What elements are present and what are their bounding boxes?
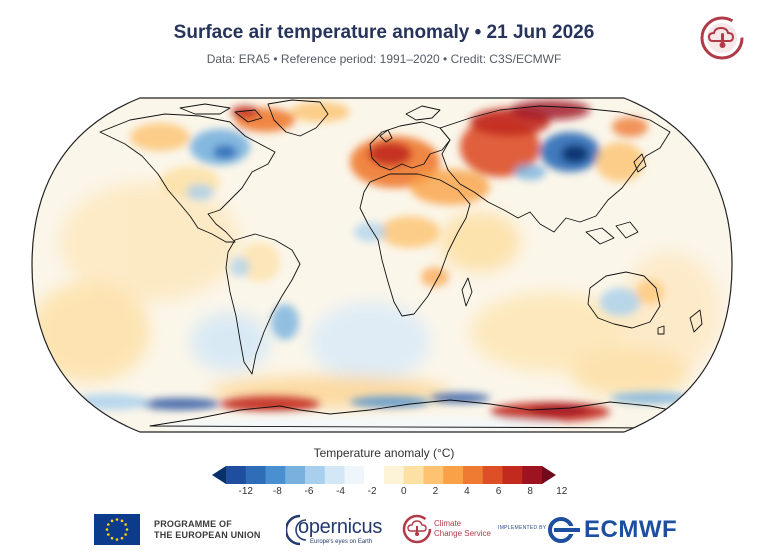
- footer: PROGRAMME OF THE EUROPEAN UNION opernicu…: [0, 506, 768, 554]
- c3s-logo-icon: [402, 514, 432, 544]
- colorbar-title: Temperature anomaly (°C): [313, 446, 455, 460]
- colorbar-cell: [403, 466, 424, 484]
- colorbar-cell: [324, 466, 345, 484]
- colorbar-cell: [463, 466, 484, 484]
- colorbar-tick-label: 12: [556, 486, 568, 497]
- colorbar-tick-label: -12: [238, 486, 253, 497]
- coast-greenland: [267, 99, 329, 137]
- colorbar-cell: [423, 466, 444, 484]
- colorbar-tick-label: 4: [464, 486, 470, 497]
- colorbar-cell: [502, 466, 523, 484]
- colorbar-tick-label: -2: [367, 486, 377, 497]
- copernicus-logo-icon: [286, 514, 307, 546]
- temperature-anomaly-map: [31, 97, 733, 433]
- c3s-thermometer-icon: [700, 16, 744, 60]
- eu-star: [105, 528, 109, 531]
- eu-star: [107, 523, 110, 526]
- colorbar-max-arrow: [542, 466, 556, 484]
- implemented-by-label: IMPLEMENTED BY: [498, 525, 547, 531]
- eu-star: [120, 536, 124, 540]
- coast-europe: [369, 121, 451, 171]
- eu-programme-label: PROGRAMME OF THE EUROPEAN UNION: [154, 519, 261, 540]
- page-subtitle: Data: ERA5 • Reference period: 1991–2020…: [206, 52, 562, 66]
- colorbar-cell: [226, 466, 247, 484]
- coast-north-america: [99, 113, 276, 243]
- coast-africa: [359, 173, 471, 317]
- eu-star: [125, 528, 129, 531]
- colorbar-tick-label: 8: [527, 486, 533, 497]
- coast-australia: [587, 271, 661, 329]
- coast-antarctica: [149, 399, 691, 429]
- colorbar-cell: [522, 466, 543, 484]
- eu-star: [110, 519, 114, 523]
- colorbar-min-arrow: [212, 466, 226, 484]
- eu-star: [124, 523, 127, 526]
- coast-south-america: [225, 233, 301, 375]
- c3s-logo-text: Climate Change Service: [434, 519, 491, 538]
- colorbar-tick-label: 6: [495, 486, 502, 497]
- colorbar-tick-label: -6: [304, 486, 314, 497]
- ecmwf-logo-text: ECMWF: [584, 516, 678, 543]
- colorbar-tick-label: 2: [432, 486, 439, 497]
- colorbar-cell: [482, 466, 503, 484]
- colorbar-tick-label: -4: [336, 486, 345, 497]
- eu-star: [110, 536, 114, 540]
- eu-star: [115, 518, 119, 521]
- colorbar-cell: [285, 466, 306, 484]
- colorbar-cell: [443, 466, 464, 484]
- eu-flag-icon: [94, 514, 140, 545]
- eu-star: [115, 538, 119, 541]
- colorbar-tick-label: 0: [400, 486, 407, 497]
- colorbar-cell: [245, 466, 266, 484]
- colorbar-cell: [265, 466, 286, 484]
- colorbar-tick-label: -8: [272, 486, 282, 497]
- eu-star: [124, 533, 127, 536]
- coast-asia: [439, 105, 671, 233]
- colorbar-cell: [344, 466, 365, 484]
- ecmwf-logo-icon: [548, 517, 582, 543]
- colorbar-cell: [364, 466, 385, 484]
- colorbar-cell: [384, 466, 405, 484]
- colorbar: [212, 466, 556, 484]
- page-title: Surface air temperature anomaly • 21 Jun…: [173, 22, 595, 43]
- copernicus-logo-text: opernicus: [298, 516, 383, 538]
- eu-star: [107, 533, 110, 536]
- eu-star: [120, 519, 124, 523]
- copernicus-tagline: Europe's eyes on Earth: [310, 539, 373, 545]
- colorbar-ticks: -12 -8 -6 -4 -2 0 2 4 6 8 12: [212, 486, 568, 500]
- colorbar-cell: [305, 466, 326, 484]
